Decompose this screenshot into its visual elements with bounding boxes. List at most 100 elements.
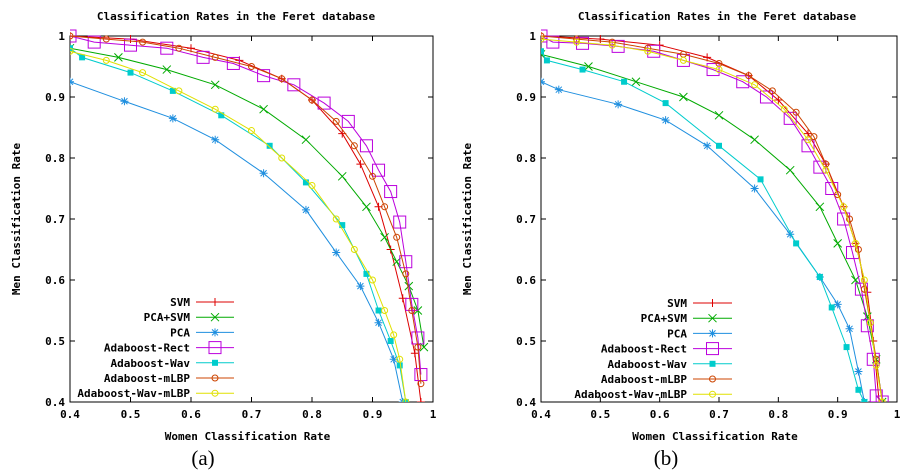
data-point-adaboost-wav-mlbp — [715, 66, 723, 74]
x-tick-label: 1 — [894, 408, 901, 421]
data-point-adaboost-rect — [783, 111, 797, 125]
data-point-adaboost-wav-mlbp — [679, 56, 687, 64]
y-tick-label: 0.8 — [516, 152, 536, 165]
data-point-pca — [833, 300, 842, 309]
series-line-svm — [541, 35, 880, 402]
data-point-pca — [389, 355, 398, 364]
y-tick-label: 0.4 — [516, 396, 536, 409]
legend-label-adaboost-wav-mlbp: Adaboost-Wav-mLBP — [574, 388, 687, 401]
data-point-pca — [301, 205, 310, 214]
data-point-adaboost-mlbp — [854, 246, 862, 253]
data-point-adaboost-rect — [875, 395, 889, 402]
data-point-pca-svm — [380, 232, 389, 242]
data-point-adaboost-mlbp — [541, 32, 545, 40]
data-point-adaboost-wav-mlbp — [350, 246, 358, 253]
x-axis-label: Women Classification Rate — [632, 430, 798, 443]
data-point-pca — [211, 135, 220, 144]
series-line-pca-svm — [70, 47, 425, 348]
data-point-adaboost-rect — [384, 185, 398, 199]
data-point-adaboost-wav-mlbp — [573, 38, 581, 46]
data-point-adaboost-rect — [341, 114, 355, 128]
data-point-adaboost-wav — [169, 87, 176, 94]
data-point-adaboost-rect — [124, 38, 137, 52]
data-point-adaboost-wav-mlbp — [332, 215, 340, 223]
series-adaboost-rect — [70, 29, 428, 382]
y-tick-label: 0.7 — [516, 213, 536, 226]
data-point-adaboost-rect — [759, 90, 773, 104]
legend-marker-adaboost-mlbp — [211, 374, 219, 382]
legend-marker-svm — [211, 298, 219, 306]
data-point-adaboost-mlbp — [308, 96, 316, 104]
data-point-adaboost-mlbp — [846, 215, 854, 223]
data-point-pca — [259, 169, 268, 178]
data-point-adaboost-rect — [372, 163, 386, 177]
x-axis-label: Women Classification Rate — [165, 430, 331, 443]
data-point-adaboost-wav-mlbp — [644, 47, 652, 55]
series-line-adaboost-rect — [541, 35, 883, 402]
data-point-adaboost-wav — [396, 362, 403, 369]
data-point-pca — [374, 318, 383, 327]
caption-b: (b) — [653, 446, 679, 470]
data-point-adaboost-mlbp — [102, 35, 110, 43]
x-tick-label: 0.5 — [590, 408, 610, 421]
data-point-adaboost-wav — [855, 386, 862, 393]
legend-marker-pca-svm — [708, 313, 717, 323]
x-tick-label: 0.6 — [650, 408, 670, 421]
data-point-pca-svm — [162, 65, 172, 74]
data-point-adaboost-wav-mlbp — [780, 105, 788, 113]
data-point-adaboost-mlbp — [369, 172, 376, 180]
data-point-adaboost-mlbp — [745, 72, 753, 80]
data-point-pca — [854, 367, 863, 376]
x-tick-label: 0.7 — [709, 408, 729, 421]
data-point-adaboost-wav-mlbp — [541, 35, 545, 43]
data-point-adaboost-mlbp — [408, 307, 416, 314]
data-point-adaboost-rect — [860, 319, 874, 333]
data-point-adaboost-wav-mlbp — [139, 69, 147, 77]
legend-marker-adaboost-wav-mlbp — [211, 389, 219, 397]
series-adaboost-mlbp — [70, 32, 425, 388]
legend-marker-adaboost-wav-mlbp — [709, 390, 716, 398]
data-point-pca — [356, 282, 365, 291]
legend-marker-svm — [708, 299, 717, 307]
legend: SVM PCA+SVM PCA Adaboost-Rect Adaboost-Wav Ad… — [77, 296, 234, 400]
data-point-pca-svm — [584, 62, 593, 71]
data-point-pca-svm — [714, 110, 724, 120]
legend-label-adaboost-rect: Adaboost-Rect — [601, 343, 687, 356]
legend-marker-adaboost-rect — [208, 341, 222, 355]
data-point-pca-svm — [815, 202, 825, 212]
y-axis-label: Men Classification Rate — [10, 142, 23, 295]
data-point-adaboost-wav-mlbp — [396, 355, 404, 363]
data-point-adaboost-wav-mlbp — [804, 136, 812, 144]
data-point-adaboost-wav — [543, 57, 550, 64]
data-point-adaboost-rect — [196, 50, 210, 64]
data-point-adaboost-wav — [793, 240, 800, 247]
data-point-pca — [786, 230, 795, 239]
data-point-adaboost-wav-mlbp — [175, 87, 183, 95]
series-line-adaboost-mlbp — [70, 35, 422, 384]
x-tick-label: 0.9 — [828, 408, 848, 421]
data-point-adaboost-wav — [579, 66, 586, 73]
data-point-adaboost-mlbp — [350, 142, 358, 150]
data-point-pca-svm — [679, 92, 688, 102]
data-point-adaboost-wav-mlbp — [308, 181, 316, 189]
data-point-pca — [168, 114, 177, 123]
series-adaboost-wav-mlbp — [70, 47, 410, 402]
data-point-svm — [410, 349, 419, 358]
data-point-pca — [554, 85, 563, 94]
legend-marker-adaboost-mlbp — [709, 375, 716, 383]
data-point-pca-svm — [833, 239, 843, 248]
data-point-adaboost-wav-mlbp — [822, 166, 830, 174]
data-point-adaboost-wav — [861, 399, 868, 402]
y-tick-label: 0.9 — [516, 91, 536, 104]
data-point-adaboost-wav-mlbp — [102, 56, 110, 64]
x-tick-label: 0.5 — [121, 408, 141, 421]
data-point-pca — [70, 77, 74, 86]
chart-panel-b: Classification Rates in the Feret databa… — [451, 0, 902, 473]
data-point-adaboost-mlbp — [417, 380, 425, 388]
data-point-adaboost-mlbp — [278, 75, 286, 83]
data-point-adaboost-wav — [541, 48, 544, 55]
legend-label-adaboost-wav-mlbp: Adaboost-Wav-mLBP — [77, 387, 190, 400]
data-point-adaboost-mlbp — [768, 87, 776, 95]
data-point-adaboost-wav-mlbp — [851, 239, 859, 247]
data-point-svm — [356, 160, 365, 169]
